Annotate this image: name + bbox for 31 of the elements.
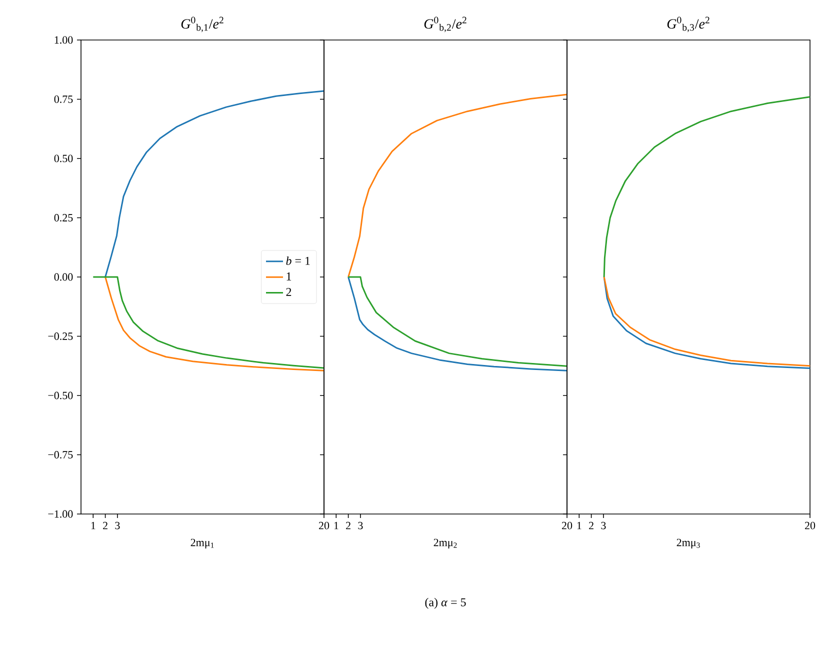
x-tick-label: 3 [601,522,606,530]
x-tick-label: 2 [346,522,350,530]
x-tick-label: 20 [562,522,572,530]
x-tick-label: 2 [589,522,594,530]
x-tick-label: 3 [115,522,120,530]
y-tick-label: 0.25 [54,214,73,222]
x-axis-title: 2mμ$_{3}$ [676,538,700,548]
x-tick-label: 3 [358,522,363,530]
x-axis-title: 2mμ$_{2}$ [434,538,457,548]
x-tick-label: 2 [103,522,108,530]
chart-title: G$^{0}$$_{b,3}$/e$^{2}$ [667,16,710,32]
x-tick-label: 20 [804,522,816,530]
y-tick-label: −0.50 [48,392,73,400]
x-tick-label: 20 [318,522,330,530]
legend-label: b = 1 [286,256,310,265]
legend-label: 1 [286,272,292,280]
chart-title: G$^{0}$$_{b,2}$/e$^{2}$ [424,16,466,32]
x-tick-label: 1 [577,522,582,530]
legend-label: 2 [286,288,292,296]
y-tick-label: −1.00 [48,510,73,518]
y-tick-label: 0.75 [54,96,73,103]
y-tick-label: −0.75 [48,451,73,458]
x-tick-label: 1 [334,522,338,530]
x-tick-label: 1 [91,522,96,530]
y-tick-label: 0.00 [54,273,73,281]
chart-title: G$^{0}$$_{b,1}$/e$^{2}$ [181,16,224,32]
text: (a) α = 5 [425,598,466,609]
y-tick-label: 1.00 [54,36,73,44]
y-tick-label: 0.50 [54,154,73,162]
x-axis-title: 2mμ$_{1}$ [190,538,214,548]
y-tick-label: −0.25 [48,332,73,340]
